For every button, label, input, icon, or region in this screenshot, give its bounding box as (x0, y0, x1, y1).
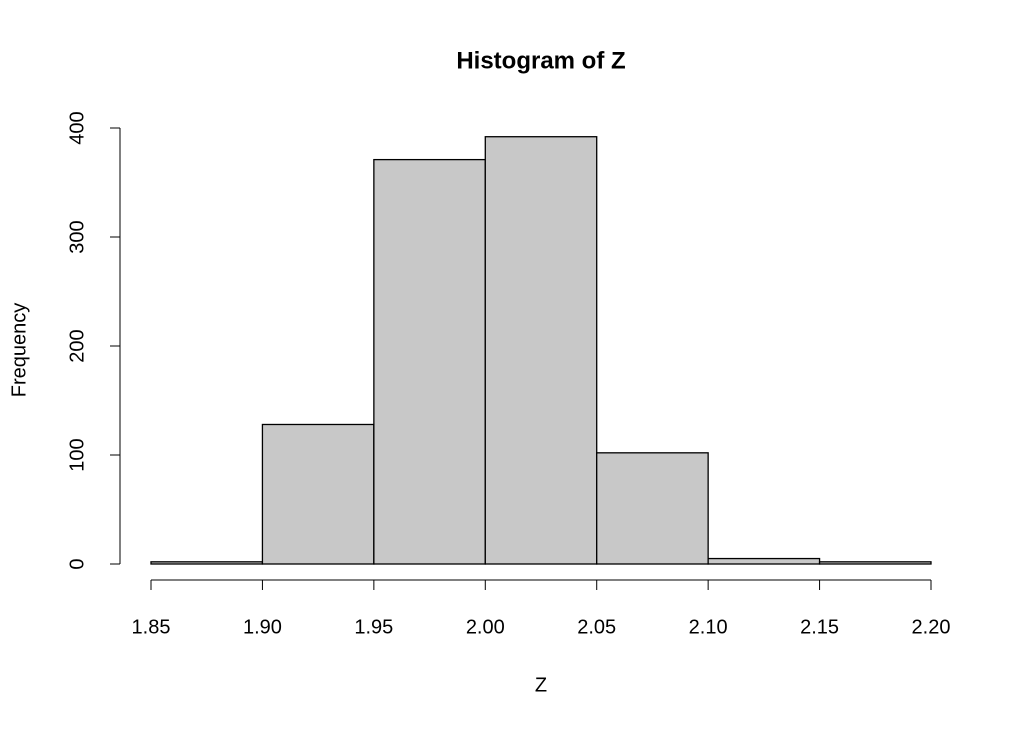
x-axis-label: Z (535, 674, 547, 696)
histogram-bar (373, 158, 486, 565)
y-axis-label: Frequency (8, 303, 30, 398)
y-tick-label: 100 (66, 438, 88, 471)
y-tick-label: 400 (66, 111, 88, 144)
histogram-bar (596, 452, 709, 565)
x-tick-label: 1.90 (243, 616, 282, 638)
histogram-bar (484, 136, 598, 565)
x-tick-label: 2.15 (800, 616, 839, 638)
x-tick-label: 1.85 (132, 616, 171, 638)
chart-title: Histogram of Z (456, 47, 625, 74)
histogram-bar (818, 561, 932, 565)
x-tick-label: 2.10 (689, 616, 728, 638)
x-tick-label: 2.20 (912, 616, 951, 638)
histogram-bar (707, 557, 821, 565)
histogram-bar (261, 423, 375, 565)
x-tick-label: 1.95 (354, 616, 393, 638)
x-tick-label: 2.00 (466, 616, 505, 638)
y-tick-label: 0 (66, 558, 88, 569)
y-tick-label: 200 (66, 329, 88, 362)
y-tick-label: 300 (66, 220, 88, 253)
histogram-bar (150, 561, 264, 565)
x-tick-label: 2.05 (577, 616, 616, 638)
